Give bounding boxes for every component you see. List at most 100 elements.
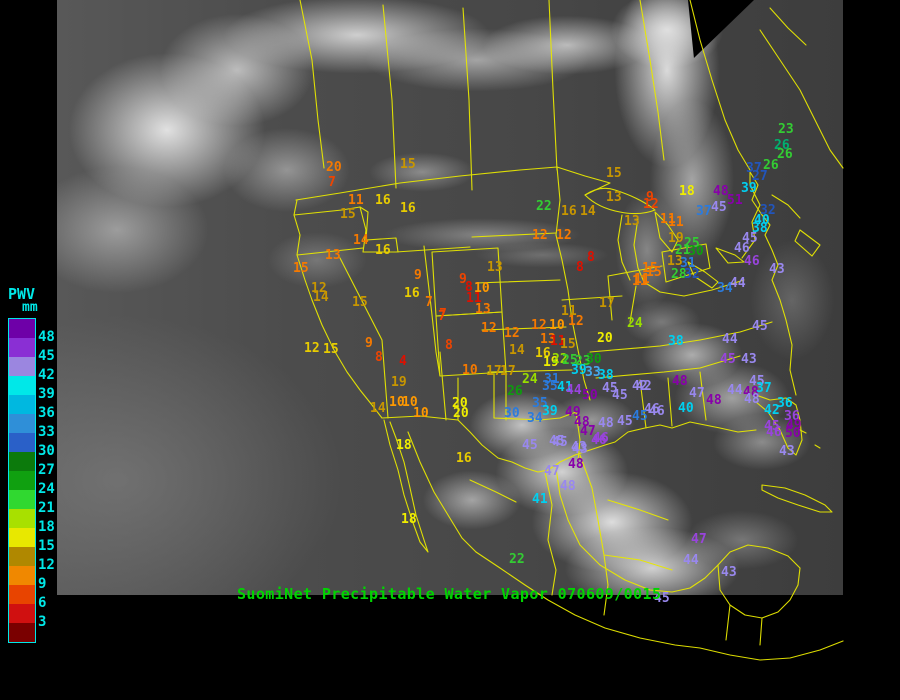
- station-value: 24: [522, 372, 538, 387]
- station-value: 7: [425, 295, 433, 310]
- station-value: 12: [504, 326, 520, 341]
- station-value: 39: [741, 181, 757, 196]
- station-value: 15: [606, 166, 622, 181]
- station-value: 11: [348, 193, 364, 208]
- station-value: 8: [465, 280, 473, 295]
- legend-value-label: 6: [38, 595, 47, 611]
- station-value: 40: [754, 213, 770, 228]
- station-value: 11: [632, 274, 648, 289]
- station-value: 19: [391, 375, 407, 390]
- station-value: 12: [481, 321, 497, 336]
- station-value: 10: [389, 395, 405, 410]
- station-value: 20: [597, 331, 613, 346]
- station-value: 30: [504, 406, 520, 421]
- station-value: 10: [462, 363, 478, 378]
- station-value: 11: [466, 291, 482, 306]
- legend-swatch: [9, 357, 35, 376]
- station-value: 13: [540, 332, 556, 347]
- station-value: 12: [531, 318, 547, 333]
- station-value: 26: [507, 384, 523, 399]
- station-value: 49: [786, 418, 802, 433]
- station-value: 43: [571, 440, 587, 455]
- legend-value-label: 21: [38, 500, 55, 516]
- station-value: 23: [778, 122, 794, 137]
- station-value: 44: [727, 383, 743, 398]
- station-value: 21: [675, 243, 691, 258]
- station-value: 20: [453, 406, 469, 421]
- station-value: 13: [475, 302, 491, 317]
- station-value: 16: [375, 193, 391, 208]
- station-value: 44: [566, 383, 582, 398]
- station-value: 44: [730, 276, 746, 291]
- station-value: 16: [535, 346, 551, 361]
- station-value: 16: [375, 243, 391, 258]
- station-value: 9: [365, 336, 373, 351]
- legend-swatch: [9, 395, 35, 414]
- station-value: 31: [544, 372, 560, 387]
- station-value: 4: [399, 354, 407, 369]
- legend-swatch: [9, 376, 35, 395]
- legend-title: PWV: [8, 285, 36, 303]
- station-value: 26: [763, 158, 779, 173]
- legend-swatch: [9, 490, 35, 509]
- legend-swatch: [9, 414, 35, 433]
- station-value: 18: [401, 512, 417, 527]
- station-value: 17: [486, 364, 502, 379]
- satellite-water-vapor-image: [57, 0, 843, 595]
- station-value: 16: [400, 201, 416, 216]
- legend-value-label: 48: [38, 329, 55, 345]
- station-value: 12: [643, 197, 659, 212]
- station-value: 13: [606, 190, 622, 205]
- station-value: 48: [672, 374, 688, 389]
- station-value: 32: [760, 203, 776, 218]
- legend-value-label: 42: [38, 367, 55, 383]
- station-value: 44: [683, 553, 699, 568]
- legend-swatch: [9, 547, 35, 566]
- station-value: 18: [679, 184, 695, 199]
- image-title: SuomiNet Precipitable Water Vapor 070609…: [237, 585, 662, 603]
- station-value: 48: [598, 416, 614, 431]
- station-value: 23: [575, 354, 591, 369]
- station-value: 10: [474, 281, 490, 296]
- station-value: 46: [744, 254, 760, 269]
- station-value: 24: [627, 316, 643, 331]
- legend-swatch: [9, 566, 35, 585]
- station-value: 16: [456, 451, 472, 466]
- station-value: 38: [752, 221, 768, 236]
- station-value: 26: [774, 138, 790, 153]
- station-value: 11: [668, 215, 684, 230]
- station-value: 48: [560, 479, 576, 494]
- legend-value-label: 33: [38, 424, 55, 440]
- station-value: 11: [660, 212, 676, 227]
- station-value: 47: [580, 424, 596, 439]
- station-value: 13: [325, 248, 341, 263]
- station-value: 46: [593, 431, 609, 446]
- station-value: 15: [646, 265, 662, 280]
- station-value: 30: [688, 244, 704, 259]
- station-value: 9: [459, 272, 467, 287]
- legend-value-label: 27: [38, 462, 55, 478]
- station-value: 43: [741, 352, 757, 367]
- station-value: 14: [313, 290, 329, 305]
- legend-swatch: [9, 433, 35, 452]
- station-value: 46: [766, 425, 782, 440]
- station-value: 48: [574, 415, 590, 430]
- station-value: 11: [550, 334, 566, 349]
- station-value: 8: [576, 260, 584, 275]
- station-value: 14: [353, 233, 369, 248]
- legend-value-label: 24: [38, 481, 55, 497]
- station-value: 49: [565, 405, 581, 420]
- legend-value-label: 12: [38, 557, 55, 573]
- station-value: 25: [684, 236, 700, 251]
- station-value: 48: [568, 457, 584, 472]
- station-value: 48: [706, 393, 722, 408]
- station-value: 46: [649, 404, 665, 419]
- station-value: 13: [667, 254, 683, 269]
- station-value: 41: [532, 492, 548, 507]
- station-value: 45: [720, 352, 736, 367]
- station-value: 15: [352, 295, 368, 310]
- station-value: 17: [500, 364, 516, 379]
- station-value: 45: [617, 414, 633, 429]
- station-value: 20: [452, 396, 468, 411]
